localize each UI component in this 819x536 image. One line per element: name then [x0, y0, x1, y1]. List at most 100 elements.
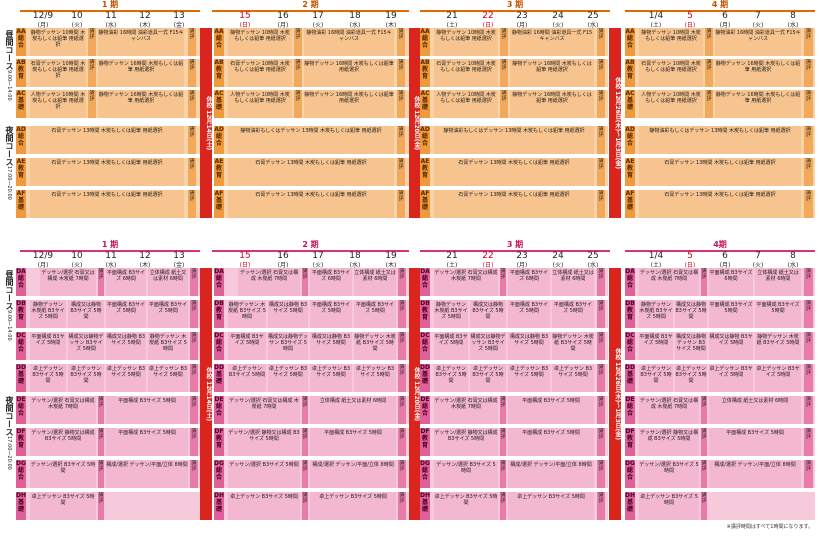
top-day: 23 (月) [516, 11, 528, 30]
row-code-df: DF 教育 [625, 428, 635, 456]
review-cell: 講評 [597, 364, 605, 392]
review-cell: 講評 [804, 332, 813, 360]
footnote: ※講評時間はすべて1時間になります。 [726, 524, 813, 530]
class-cell: 構成又は静物 B3サイズ 5時間 [470, 300, 506, 328]
review-cell: 講評 [500, 90, 508, 118]
class-cell: デッサン/選択 石膏又は構成 木炭紙 7時間 [40, 268, 96, 296]
bottom-day: 5 (日) [684, 251, 696, 270]
top-phase-4: 4 期 [625, 0, 815, 12]
bottom-day: 16 (月) [277, 251, 289, 270]
class-cell: デッサン/選択 B3サイズ 5時間 [228, 460, 300, 488]
row-code-db: DB 教育 [214, 300, 224, 328]
row-code-dd: DD 基礎 [214, 364, 224, 392]
review-cell: 講評 [597, 300, 605, 328]
top-day: 6 (月) [719, 11, 731, 30]
review-cell: 講評 [188, 158, 196, 186]
class-cell: 平面構成 B3サイズ 6時間 [106, 268, 146, 296]
class-cell: 静物デッサン 10時間 木炭もしくは鉛筆 用紙選択 [30, 28, 86, 56]
row-code-ab: AB 教育 [625, 59, 635, 87]
review-cell: 講評 [500, 268, 506, 296]
class-cell: 構成/選択 デッサン/平面/立体 8時間 [310, 460, 396, 488]
review-cell: 講評 [500, 428, 506, 456]
top-phase-2: 2 期 [212, 0, 409, 12]
class-cell: 平面構成 B3サイズ 6時間 [709, 268, 753, 296]
class-cell: 構成又は静物 B3サイズ 5時間 [310, 332, 352, 360]
review-cell: 講評 [190, 268, 198, 296]
row-code-dg: DG 総合 [625, 460, 635, 488]
class-cell: 立体構成 紙土又は素材 6時間 [552, 268, 594, 296]
review-cell: 講評 [597, 332, 605, 360]
class-cell: 石膏デッサン 13時間 木炭もしくは鉛筆 用紙選択 [434, 190, 594, 218]
class-cell: 人物デッサン 10時間 木炭もしくは鉛筆 用紙選択 [639, 90, 703, 118]
review-cell: 講評 [804, 428, 813, 456]
class-cell: デッサン/選択 静物又は構成 B3サイズ 5時間 [30, 428, 96, 456]
class-cell: 卓上デッサン B3サイズ 5時間 [268, 364, 308, 392]
class-cell: 静物デッサン 16時間 木炭もしくは鉛筆 用紙選択 [304, 90, 394, 118]
class-cell: デッサン/選択 石膏又は構成 木炭紙 7時間 [434, 268, 498, 296]
review-cell: 講評 [302, 428, 308, 456]
class-cell: 構成/選択 デッサン/平面/立体 8時間 [106, 460, 188, 488]
bottom-phase-2: 2 期 [212, 240, 409, 252]
review-cell: 講評 [294, 90, 302, 118]
bottom-phase-4: 4期 [625, 240, 815, 252]
review-cell: 講評 [500, 460, 506, 488]
class-cell: 卓上デッサン B3サイズ 5時間 [228, 364, 266, 392]
bottom-timetable: 1 期 2 期 3 期 4期 12/9 (月) 10 (火) 11 (水) 12 (木)… [0, 240, 819, 530]
class-cell: デッサン/選択 静物又は構成 B3サイズ 5時間 [434, 428, 498, 456]
top-day: 16 (月) [277, 11, 289, 30]
review-cell: 講評 [705, 90, 713, 118]
class-cell: 平面構成 B3サイズ 5時間 [106, 300, 146, 328]
row-code-dg: DG 総合 [214, 460, 224, 488]
review-cell: 講評 [190, 460, 198, 488]
review-cell: 講評 [398, 364, 406, 392]
class-cell: デッサン/選択 B3サイズ 5時間 [639, 460, 699, 488]
row-code-dd: DD 基礎 [625, 364, 635, 392]
class-cell: デッサン/選択 B3サイズ 5時間 [434, 460, 498, 488]
class-cell: 平面構成 B3サイズ 5時間 [755, 300, 801, 328]
class-cell: 静物デッサン 木炭紙 B3サイズ 5時間 [30, 300, 66, 328]
review-cell: 講評 [701, 428, 707, 456]
top-day: 8 (水) [787, 11, 799, 30]
row-code-af: AF 基礎 [625, 190, 635, 218]
row-code-ad: AD 総合 [625, 126, 635, 154]
review-cell: 講評 [98, 492, 104, 520]
review-cell: 講評 [398, 268, 406, 296]
row-code-dd: DD 基礎 [16, 364, 26, 392]
bottom-day: 18 (水) [349, 251, 361, 270]
row-code-de: DE 総合 [16, 396, 26, 424]
class-cell: 石膏デッサン 10時間 木炭もしくは鉛筆 用紙選択 [228, 59, 292, 87]
class-cell: デッサン/選択 石膏又は構成 木炭紙 7時間 [639, 268, 699, 296]
class-cell: 卓上デッサン B3サイズ 5時間 [310, 492, 396, 520]
class-cell: 石膏デッサン 13時間 木炭もしくは鉛筆 用紙選択 [30, 158, 184, 186]
review-cell: 講評 [597, 190, 605, 218]
bottom-day: 1/4 (土) [648, 251, 664, 270]
row-code-dg: DG 総合 [16, 460, 26, 488]
review-cell: 講評 [190, 332, 198, 360]
class-cell: 静物デッサン 木炭紙 B3サイズ 5時間 [755, 332, 801, 360]
row-code-aa: AA 総合 [214, 28, 224, 56]
class-cell: 卓上デッサン B3サイズ 5時間 [552, 364, 594, 392]
class-cell: 静物デッサン 木炭紙 B3サイズ 5時間 [639, 300, 673, 328]
class-cell: 石膏デッサン 13時間 木炭もしくは鉛筆 用紙選択 [30, 190, 184, 218]
class-cell: 立体構成 紙土又は素材 6時間 [755, 268, 801, 296]
review-cell: 講評 [597, 59, 605, 87]
class-cell: 卓上デッサン B3サイズ 5時間 [228, 492, 300, 520]
review-cell: 講評 [190, 364, 198, 392]
bottom-day: 6 (月) [719, 251, 731, 270]
bottom-day: 24 (火) [552, 251, 564, 270]
row-code-ac: AC 基礎 [16, 90, 26, 118]
row-code-af: AF 基礎 [16, 190, 26, 218]
review-cell: 講評 [597, 428, 605, 456]
bottom-day: 23 (月) [516, 251, 528, 270]
row-code-de: DE 総合 [625, 396, 635, 424]
bottom-day: 8 (水) [787, 251, 799, 270]
class-cell: 静物デッサン 10時間 木炭もしくは鉛筆 用紙選択 [639, 28, 703, 56]
top-day: 5 (日) [684, 11, 696, 30]
row-code-da: DA 総合 [16, 268, 26, 296]
class-cell: 石膏デッサン 13時間 木炭もしくは鉛筆 用紙選択 [228, 158, 394, 186]
review-cell: 講評 [294, 28, 302, 56]
class-cell: 卓上デッサン B3サイズ 5時間 [508, 492, 594, 520]
class-cell: 静物デッサン 16時間 木炭もしくは鉛筆 用紙選択 [304, 59, 394, 87]
class-cell: 静物デッサン 木炭紙 B3サイズ 5時間 [552, 332, 594, 360]
